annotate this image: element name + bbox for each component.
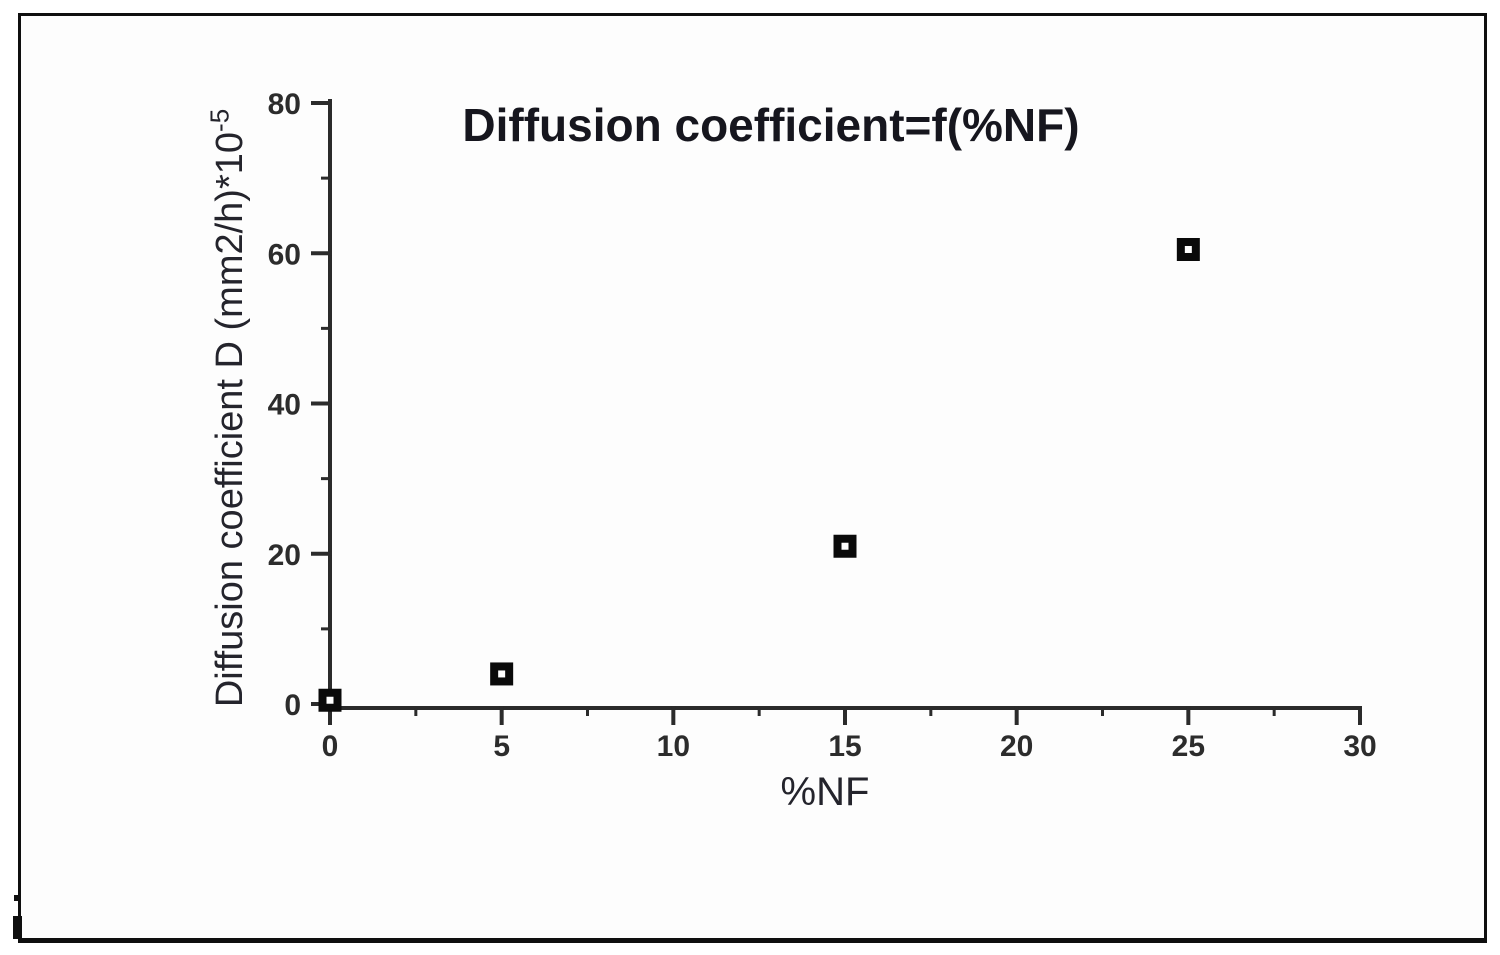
y-axis-label: Diffusion coefficient D (mm2/h)*10-5 (204, 109, 251, 708)
y-tick-label: 0 (284, 689, 301, 722)
y-tick-label: 60 (268, 238, 301, 271)
border-artifact-dot (14, 895, 21, 901)
data-point-marker-center (498, 670, 506, 678)
x-tick-label: 5 (493, 730, 510, 763)
x-tick-label: 0 (322, 730, 339, 763)
figure-border-frame (18, 13, 1487, 943)
x-tick-label: 20 (1000, 730, 1033, 763)
y-axis-label-exponent: -5 (204, 108, 235, 132)
data-point-marker-center (326, 696, 334, 704)
x-axis-label: %NF (780, 770, 870, 814)
x-tick-label: 30 (1343, 730, 1376, 763)
y-axis-label-text: Diffusion coefficient D (mm2/h)*10 (209, 131, 251, 708)
chart-title: Diffusion coefficient=f(%NF) (462, 99, 1080, 151)
x-tick-label: 15 (828, 730, 861, 763)
x-tick-label: 25 (1172, 730, 1205, 763)
border-artifact-mark (13, 916, 22, 939)
y-tick-label: 20 (268, 539, 301, 572)
y-tick-label: 40 (268, 389, 301, 422)
data-point-marker-center (841, 542, 849, 550)
x-tick-label: 10 (657, 730, 690, 763)
data-point-marker-center (1184, 245, 1192, 253)
y-tick-label: 80 (268, 88, 301, 121)
